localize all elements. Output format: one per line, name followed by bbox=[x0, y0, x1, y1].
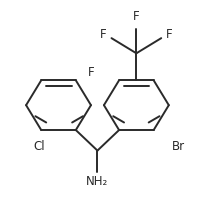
Text: F: F bbox=[88, 66, 94, 79]
Text: F: F bbox=[100, 28, 107, 41]
Text: F: F bbox=[166, 28, 173, 41]
Text: Br: Br bbox=[172, 140, 185, 153]
Text: F: F bbox=[133, 10, 140, 23]
Text: Cl: Cl bbox=[33, 140, 45, 153]
Text: NH₂: NH₂ bbox=[86, 175, 109, 188]
